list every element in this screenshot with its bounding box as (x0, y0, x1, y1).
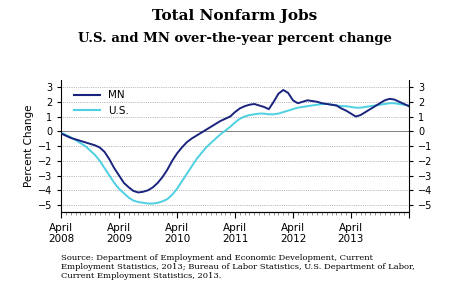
Text: Source: Department of Employment and Economic Development, Current
Employment St: Source: Department of Employment and Eco… (61, 254, 415, 280)
Text: Total Nonfarm Jobs: Total Nonfarm Jobs (152, 9, 318, 23)
Legend: MN, U.S.: MN, U.S. (70, 86, 133, 120)
Y-axis label: Percent Change: Percent Change (24, 105, 33, 187)
Text: U.S. and MN over-the-year percent change: U.S. and MN over-the-year percent change (78, 32, 392, 45)
